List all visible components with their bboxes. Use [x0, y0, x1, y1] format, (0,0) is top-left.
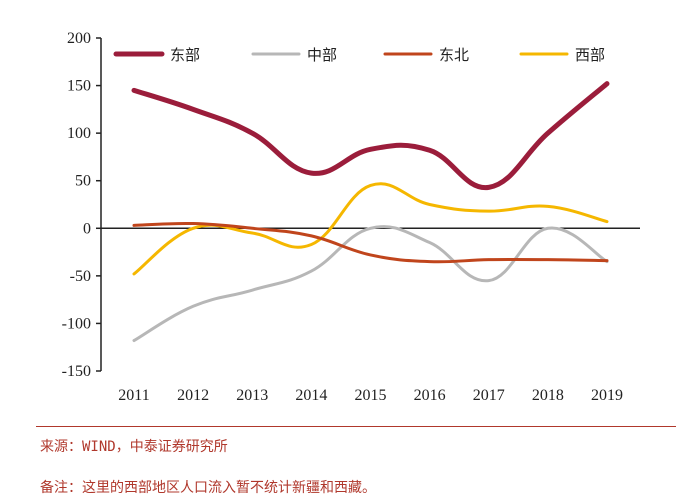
line-chart: 200 150 100 50 0 -50 -100 -150 2011 2012 2013 2014 2…	[62, 30, 640, 404]
legend-label-3: 东北	[439, 46, 469, 64]
y-tick-label: 150	[67, 78, 91, 95]
x-tick-label: 2017	[473, 387, 505, 404]
x-tick-label: 2013	[236, 387, 268, 404]
legend-label-1: 东部	[170, 46, 200, 64]
legend-label-4: 西部	[575, 46, 605, 64]
legend-label-2: 中部	[307, 46, 337, 64]
x-tick-label: 2011	[118, 387, 149, 404]
y-tick-label: 50	[75, 173, 91, 190]
y-tick-label: -100	[62, 315, 91, 332]
y-tick-label: 0	[83, 220, 91, 237]
y-tick-label: -150	[62, 363, 91, 380]
x-tick-label: 2014	[295, 387, 327, 404]
x-tick-label: 2018	[532, 387, 564, 404]
series-line-1	[131, 81, 610, 190]
y-tick-label: -50	[70, 268, 91, 285]
x-tick-label: 2012	[177, 387, 209, 404]
divider-line	[36, 426, 676, 427]
y-tick-label: 100	[67, 125, 91, 142]
x-tick-label: 2016	[414, 387, 446, 404]
x-tick-label: 2015	[355, 387, 387, 404]
series-line-2	[132, 225, 609, 343]
source-note: 来源：WIND，中泰证券研究所	[40, 439, 228, 455]
x-tick-label: 2019	[591, 387, 623, 404]
series-line-3	[132, 221, 609, 264]
y-tick-label: 200	[67, 30, 91, 47]
footnote: 备注：这里的西部地区人口流入暂不统计新疆和西藏。	[40, 480, 376, 496]
